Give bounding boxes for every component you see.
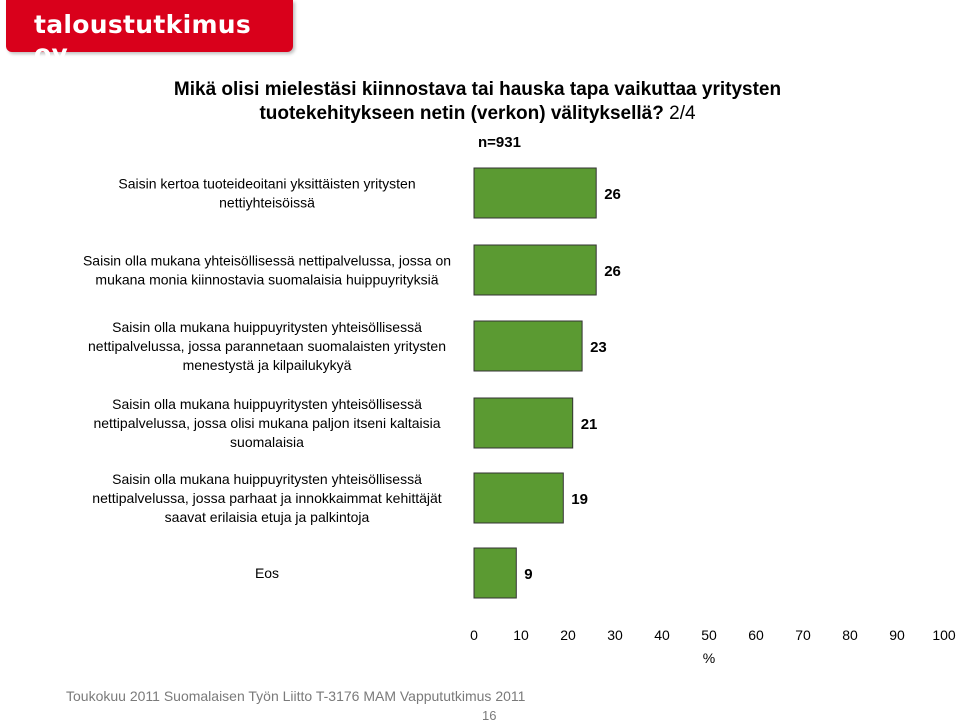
title-line-2: tuotekehitykseen netin (verkon) välityks… (259, 103, 664, 124)
category-label-2-line-2: menestystä ja kilpailukykyä (183, 357, 352, 373)
x-tick-label-0: 0 (470, 627, 478, 643)
data-label-5: 9 (524, 566, 532, 583)
category-label-3-line-0: Saisin olla mukana huippuyritysten yhtei… (112, 396, 422, 412)
category-label-3-line-1: nettipalvelussa, jossa olisi mukana palj… (93, 415, 440, 431)
x-tick-label-7: 70 (795, 627, 811, 643)
category-label-1-line-0: Saisin olla mukana yhteisöllisessä netti… (83, 253, 451, 269)
logo-text: taloustutkimus oy (34, 10, 252, 68)
bar-3 (473, 397, 574, 449)
data-label-4: 19 (571, 491, 588, 508)
x-tick-label-9: 90 (889, 627, 905, 643)
category-label-5-line-0: Eos (255, 565, 279, 581)
page-number: 16 (482, 708, 497, 723)
x-tick-label-4: 40 (654, 627, 670, 643)
bar-4 (473, 472, 564, 524)
x-tick-label-3: 30 (607, 627, 623, 643)
x-tick-label-1: 10 (513, 627, 529, 643)
sample-size: n=931 (478, 134, 521, 151)
data-label-3: 21 (581, 416, 598, 433)
data-label-1: 26 (604, 263, 621, 280)
x-tick-label-10: 100 (932, 627, 956, 643)
chart-title: Mikä olisi mielestäsi kiinnostava tai ha… (150, 78, 805, 126)
footer-source: Toukokuu 2011 Suomalaisen Työn Liitto T-… (66, 688, 526, 704)
category-label-2-line-1: nettipalvelussa, jossa parannetaan suoma… (88, 338, 446, 354)
bar-2 (473, 320, 583, 372)
data-label-0: 26 (604, 186, 621, 203)
category-label-2-line-0: Saisin olla mukana huippuyritysten yhtei… (112, 319, 422, 335)
title-line-1: Mikä olisi mielestäsi kiinnostava tai ha… (173, 79, 782, 100)
data-label-2: 23 (590, 339, 607, 356)
bar-1 (473, 244, 597, 296)
title-line-2-wrap: tuotekehitykseen netin (verkon) välityks… (150, 102, 805, 126)
category-label-1-line-1: mukana monia kiinnostavia suomalaisia hu… (95, 272, 438, 288)
x-tick-label-8: 80 (842, 627, 858, 643)
category-label-4-line-1: nettipalvelussa, jossa parhaat ja innokk… (92, 490, 442, 506)
title-part: 2/4 (669, 103, 696, 124)
category-label-4-line-0: Saisin olla mukana huippuyritysten yhtei… (112, 471, 422, 487)
category-label-4-line-2: saavat erilaisia etuja ja palkintoja (165, 509, 370, 525)
x-axis-label: % (703, 650, 715, 666)
bar-0 (473, 167, 597, 219)
category-label-0-line-1: nettiyhteisöissä (219, 195, 315, 211)
category-label-0-line-0: Saisin kertoa tuoteideoitani yksittäiste… (118, 176, 415, 192)
x-tick-label-5: 50 (701, 627, 717, 643)
taloustutkimus-logo: taloustutkimus oy (6, 0, 293, 68)
x-tick-label-6: 60 (748, 627, 764, 643)
bar-5 (473, 547, 517, 599)
category-label-3-line-2: suomalaisia (230, 434, 304, 450)
x-tick-label-2: 20 (560, 627, 576, 643)
